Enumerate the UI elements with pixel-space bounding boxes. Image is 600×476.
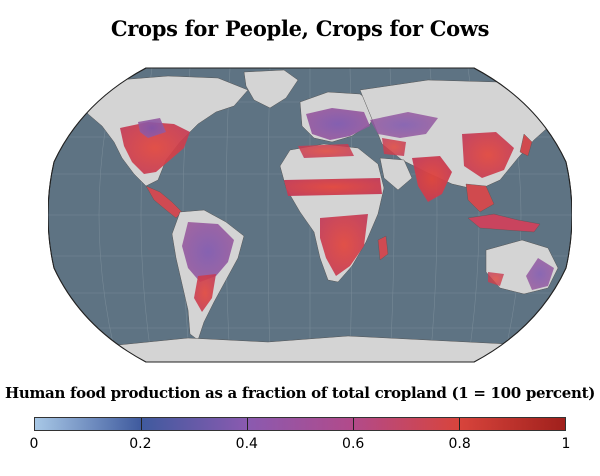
- colorbar-tick-label: 0.2: [129, 436, 152, 452]
- colorbar-tick-label: 0.6: [342, 436, 365, 452]
- colorbar-tick: [353, 418, 354, 430]
- landmass-greenland: [243, 69, 299, 109]
- page-title: Crops for People, Crops for Cows: [110, 16, 490, 41]
- cropland-southern-africa: [320, 214, 368, 276]
- colorbar: [34, 417, 566, 431]
- landmass-madagascar: [377, 235, 389, 261]
- colorbar-tick-label: 0: [29, 436, 39, 452]
- cropland-europe: [306, 108, 370, 140]
- colorbar-gradient: [35, 418, 565, 430]
- cropland-sahel: [284, 178, 382, 196]
- cropland-asia-west: [370, 112, 438, 138]
- colorbar-tick: [141, 418, 142, 430]
- landmass-japan: [519, 133, 533, 157]
- landmass-southeast-asia: [465, 183, 495, 213]
- world-map: [48, 62, 572, 368]
- landmass-indonesia: [467, 213, 541, 233]
- cropland-north-america: [120, 122, 190, 174]
- colorbar-tick-label: 0.4: [235, 436, 258, 452]
- cropland-south-america: [182, 222, 234, 282]
- cropland-china: [462, 132, 514, 178]
- colorbar-tick-label: 1: [561, 436, 571, 452]
- landmass-arabia: [379, 157, 413, 191]
- colorbar-tick-label: 0.8: [448, 436, 471, 452]
- legend-title: Human food production as a fraction of t…: [4, 384, 596, 402]
- cropland-australia: [526, 258, 554, 290]
- colorbar-tick: [459, 418, 460, 430]
- colorbar-tick: [247, 418, 248, 430]
- cropland-india: [412, 156, 452, 202]
